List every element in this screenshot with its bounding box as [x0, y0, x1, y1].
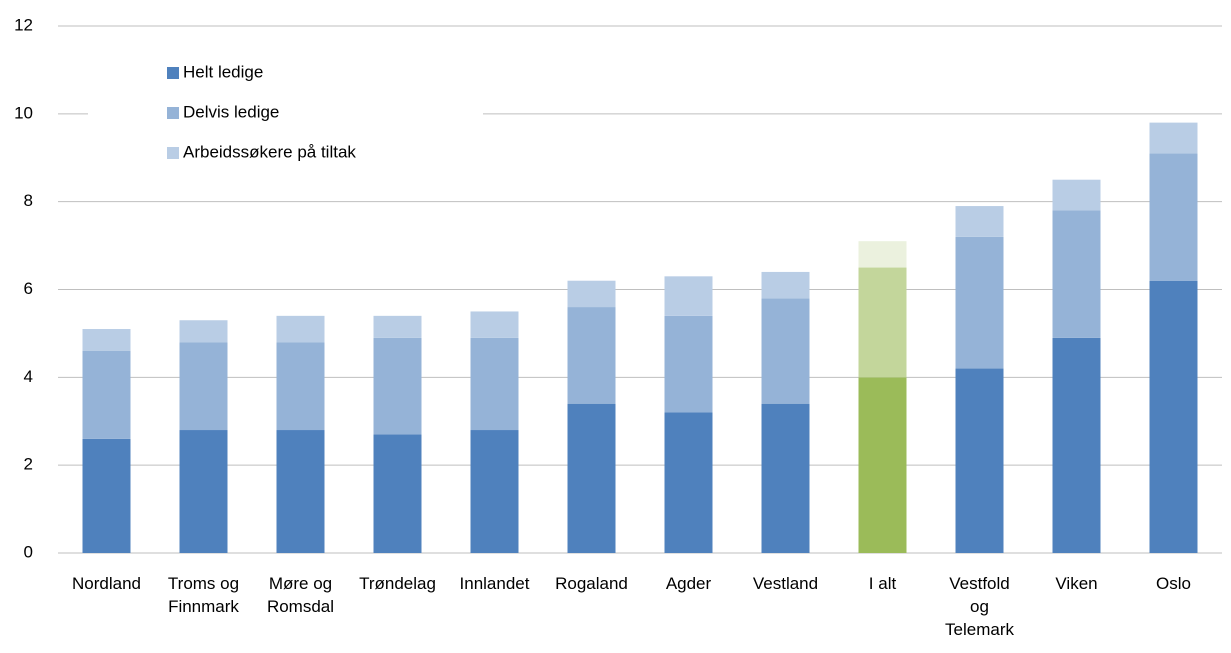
bar-segment — [1052, 210, 1101, 338]
x-tick-label: I alt — [868, 574, 897, 593]
bar-segment — [470, 337, 519, 431]
x-tick-label: Troms og Finnmark — [167, 574, 240, 616]
bar-segment — [82, 350, 131, 439]
legend-background — [88, 55, 483, 173]
bar-segment — [276, 342, 325, 431]
x-tick-label: Agder — [665, 574, 712, 593]
legend-label: Helt ledige — [183, 62, 263, 81]
bar-segment — [470, 430, 519, 553]
bar-segment — [955, 368, 1004, 553]
bar-segment — [276, 430, 325, 553]
bar-segment — [664, 412, 713, 553]
bar-segment — [761, 271, 810, 299]
legend-swatch — [167, 147, 179, 159]
bar-segment — [82, 329, 131, 351]
legend-swatch — [167, 67, 179, 79]
x-tick-label: Nordland — [72, 574, 141, 593]
y-tick-label: 6 — [24, 279, 33, 298]
y-tick-label: 8 — [24, 191, 33, 210]
bar-segment — [761, 298, 810, 404]
bar-segment — [761, 403, 810, 553]
bar-segment — [373, 315, 422, 338]
bar-segment — [1149, 280, 1198, 553]
bar-segment — [276, 315, 325, 343]
y-tick-label: 4 — [24, 367, 33, 386]
bar-segment — [179, 430, 228, 553]
x-tick-label: Viken — [1055, 574, 1098, 593]
bar-segment — [858, 241, 907, 268]
x-tick-label: Oslo — [1156, 574, 1191, 593]
y-tick-label: 2 — [24, 455, 33, 474]
bar-segment — [1149, 122, 1198, 154]
bar-segment — [664, 315, 713, 413]
x-tick-label: Vestfold og Telemark — [945, 574, 1014, 639]
x-tick-label: Innlandet — [459, 574, 530, 593]
bar-segment — [955, 206, 1004, 237]
x-tick-label: Møre og Romsdal — [266, 574, 335, 616]
x-tick-label: Rogaland — [555, 574, 628, 593]
bar-segment — [955, 236, 1004, 369]
x-tick-label: Trøndelag — [359, 574, 436, 593]
bar-segment — [1052, 179, 1101, 211]
bar-segment — [179, 320, 228, 343]
bar-segment — [858, 267, 907, 378]
bar-segment — [373, 434, 422, 553]
legend-label: Arbeidssøkere på tiltak — [183, 142, 356, 161]
bar-segment — [82, 438, 131, 553]
y-tick-label: 0 — [24, 542, 33, 561]
bar-segment — [1149, 153, 1198, 281]
bar-segment — [179, 342, 228, 431]
x-tick-label: Vestland — [752, 574, 819, 593]
bar-segment — [858, 377, 907, 553]
bar-segment — [567, 403, 616, 553]
bar-segment — [373, 337, 422, 435]
legend-label: Delvis ledige — [183, 102, 279, 121]
legend-swatch — [167, 107, 179, 119]
bar-segment — [567, 280, 616, 308]
bar-segment — [567, 307, 616, 404]
bar-segment — [664, 276, 713, 316]
y-tick-label: 10 — [14, 103, 33, 122]
bar-segment — [1052, 337, 1101, 553]
bar-segment — [470, 311, 519, 338]
y-tick-label: 12 — [14, 15, 33, 34]
